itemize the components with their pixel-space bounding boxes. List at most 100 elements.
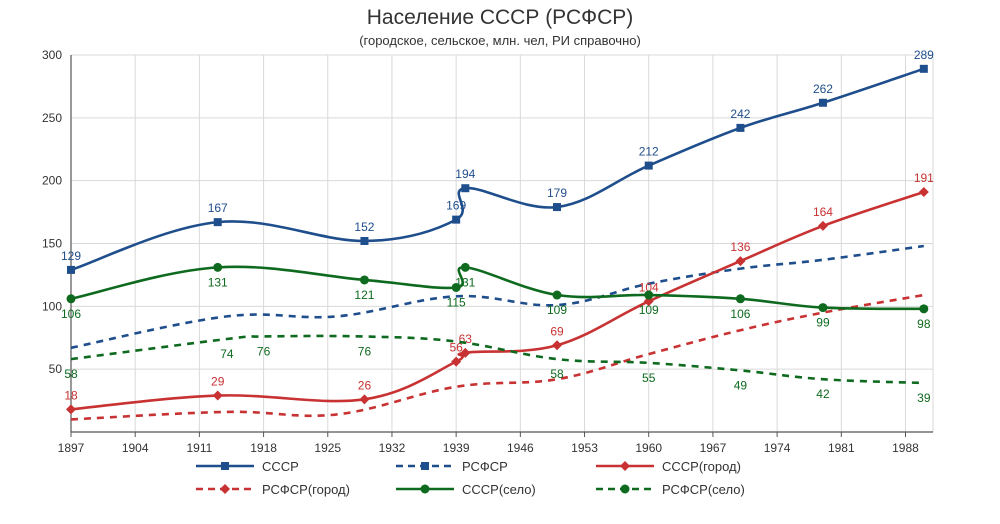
legend-item: СССР(село) xyxy=(396,482,536,497)
data-label: 191 xyxy=(914,171,934,185)
series-5: 106 131 121 115 131 109 109 106 99 98 xyxy=(61,262,931,331)
data-label: 131 xyxy=(208,275,228,289)
x-tick-label: 1974 xyxy=(764,441,791,455)
legend-label: СССР(село) xyxy=(462,482,536,497)
data-label: 55 xyxy=(642,371,656,385)
series-6: 58 74 76 76 58 55 49 42 39 xyxy=(64,334,931,405)
data-point-marker xyxy=(420,484,430,494)
grid-lines xyxy=(70,54,934,432)
data-point-marker xyxy=(552,340,563,351)
data-label: 76 xyxy=(358,344,372,358)
data-label: 26 xyxy=(358,378,372,392)
data-point-marker xyxy=(919,304,929,314)
x-tick-label: 1960 xyxy=(635,441,662,455)
data-label: 58 xyxy=(64,367,78,381)
y-tick-label: 150 xyxy=(42,237,62,251)
data-point-marker xyxy=(817,220,828,231)
y-tick-label: 300 xyxy=(42,48,62,62)
data-point-marker xyxy=(66,294,76,304)
data-label: 212 xyxy=(639,145,659,159)
x-tick-label: 1904 xyxy=(122,441,149,455)
y-tick-label: 100 xyxy=(42,299,62,313)
data-label: 136 xyxy=(730,240,750,254)
legend-item: РСФСР(город) xyxy=(196,482,350,497)
x-tick-label: 1946 xyxy=(507,441,534,455)
data-point-marker xyxy=(213,218,222,227)
legend-label: РСФСР xyxy=(462,459,508,474)
legend-label: РСФСР(город) xyxy=(262,482,350,497)
data-label: 69 xyxy=(550,324,564,338)
x-tick-label: 1988 xyxy=(892,441,919,455)
data-point-marker xyxy=(220,484,230,494)
series-line xyxy=(70,293,925,421)
data-label: 169 xyxy=(446,199,466,213)
data-label: 42 xyxy=(816,387,830,401)
x-tick-label: 1967 xyxy=(700,441,727,455)
data-label: 58 xyxy=(550,367,564,381)
y-tick-label: 200 xyxy=(42,174,62,188)
data-label: 194 xyxy=(455,167,475,181)
data-label: 18 xyxy=(64,388,78,402)
series-line xyxy=(70,244,925,350)
series-1: 129 167 152 169 194 179 212 242 262 289 xyxy=(61,48,934,274)
data-point-marker xyxy=(735,256,746,267)
series-line xyxy=(70,265,924,311)
data-point-marker xyxy=(221,462,229,470)
data-label: 106 xyxy=(61,307,81,321)
data-point-marker xyxy=(553,203,562,212)
data-label: 167 xyxy=(208,201,228,215)
data-point-marker xyxy=(644,161,653,170)
series-2 xyxy=(70,244,925,350)
data-label: 289 xyxy=(914,48,934,62)
data-label: 109 xyxy=(639,303,659,317)
data-label: 99 xyxy=(816,316,830,330)
series-4 xyxy=(70,293,925,421)
data-label: 152 xyxy=(354,220,374,234)
legend-label: СССР(город) xyxy=(662,459,741,474)
data-point-marker xyxy=(212,390,223,401)
data-point-marker xyxy=(360,236,369,245)
data-point-marker xyxy=(461,184,470,193)
data-label: 76 xyxy=(257,344,271,358)
data-point-marker xyxy=(451,282,461,292)
data-point-marker xyxy=(421,462,429,470)
data-label: 129 xyxy=(61,249,81,263)
data-label: 74 xyxy=(220,347,234,361)
legend: СССР РСФСР СССР(город) РСФСР(город) СССР(сел… xyxy=(196,459,745,497)
data-label: 98 xyxy=(917,317,931,331)
data-point-marker xyxy=(918,186,929,197)
x-tick-label: 1981 xyxy=(828,441,855,455)
legend-item: СССР xyxy=(196,459,299,474)
legend-item: СССР(город) xyxy=(596,459,741,474)
data-point-marker xyxy=(67,265,75,274)
data-point-marker xyxy=(620,461,630,471)
legend-item: РСФСР xyxy=(396,459,508,474)
data-point-marker xyxy=(359,394,370,405)
series-line xyxy=(70,190,925,411)
legend-label: СССР xyxy=(262,459,299,474)
data-label: 56 xyxy=(449,341,463,355)
data-point-marker xyxy=(736,123,745,132)
data-label: 262 xyxy=(813,82,833,96)
legend-label: РСФСР(село) xyxy=(662,482,745,497)
legend-item: РСФСР(село) xyxy=(596,482,745,497)
data-point-marker xyxy=(644,290,654,300)
data-point-marker xyxy=(818,98,827,107)
data-label: 115 xyxy=(447,295,466,309)
x-tick-label: 1939 xyxy=(443,441,470,455)
data-point-marker xyxy=(735,294,745,304)
data-point-marker xyxy=(919,64,928,73)
data-point-marker xyxy=(460,262,470,272)
x-tick-label: 1918 xyxy=(250,441,277,455)
series-line xyxy=(70,334,924,385)
data-point-marker xyxy=(818,303,828,313)
y-tick-label: 250 xyxy=(42,111,62,125)
x-tick-label: 1911 xyxy=(186,441,212,455)
data-label: 164 xyxy=(813,205,833,219)
data-point-marker xyxy=(643,296,654,307)
chart-subtitle: (городское, сельское, млн. чел, РИ справ… xyxy=(359,33,641,48)
x-tick-label: 1925 xyxy=(314,441,341,455)
